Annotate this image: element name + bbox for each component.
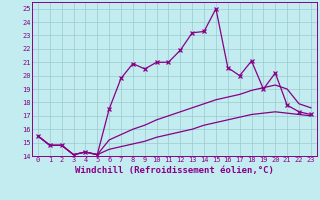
X-axis label: Windchill (Refroidissement éolien,°C): Windchill (Refroidissement éolien,°C) <box>75 166 274 175</box>
